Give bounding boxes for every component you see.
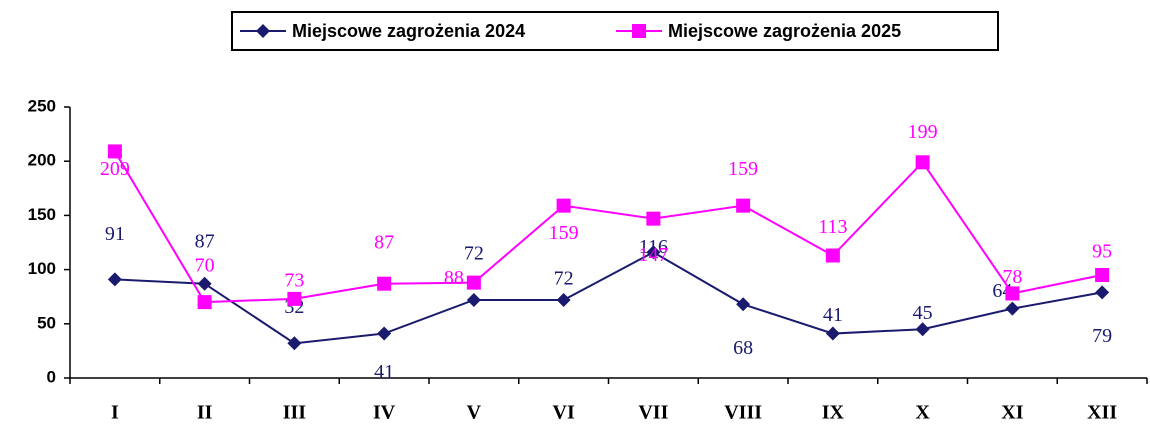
marker	[466, 275, 481, 290]
marker	[197, 276, 212, 291]
data-label: 199	[908, 121, 938, 143]
data-label: 87	[195, 230, 215, 252]
data-label: 45	[913, 302, 933, 324]
x-tick-label: IX	[822, 402, 845, 424]
x-tick-label: XII	[1087, 402, 1117, 424]
x-tick-label: IV	[373, 402, 396, 424]
legend-label: Miejscowe zagrożenia 2024	[292, 21, 525, 41]
marker	[377, 276, 392, 291]
data-label: 159	[549, 222, 579, 244]
marker	[915, 322, 930, 337]
marker	[287, 291, 302, 306]
y-tick-label: 250	[28, 96, 56, 115]
marker	[466, 292, 481, 307]
data-label: 41	[374, 361, 394, 383]
legend-box	[231, 11, 999, 51]
data-label: 41	[823, 304, 843, 326]
y-tick-label: 50	[37, 313, 56, 332]
x-tick-label: XI	[1001, 402, 1023, 424]
data-label: 73	[284, 269, 304, 291]
data-label: 147	[638, 244, 668, 266]
x-tick-label: II	[197, 402, 213, 424]
series-line	[114, 150, 1103, 304]
marker	[107, 144, 122, 159]
marker	[1095, 285, 1110, 300]
marker	[1005, 301, 1020, 316]
data-label: 95	[1092, 241, 1112, 263]
marker	[825, 326, 840, 341]
x-tick-label: VII	[638, 402, 668, 424]
data-label: 87	[374, 231, 394, 253]
x-tick-label: VIII	[724, 402, 762, 424]
y-tick-label: 200	[28, 151, 56, 170]
data-label: 113	[818, 216, 847, 238]
x-tick-label: I	[111, 402, 119, 424]
marker	[107, 272, 122, 287]
data-label: 68	[733, 337, 753, 359]
x-tick-label: VI	[553, 402, 575, 424]
marker	[556, 292, 571, 307]
marker	[287, 336, 302, 351]
x-tick-label: V	[467, 402, 482, 424]
marker	[556, 198, 571, 213]
marker	[646, 245, 661, 260]
data-label: 116	[639, 236, 668, 258]
x-tick-label: X	[915, 402, 930, 424]
x-tick-label: III	[283, 402, 307, 424]
data-label: 88	[444, 267, 464, 289]
y-tick-label: 0	[47, 367, 56, 386]
data-label: 209	[100, 158, 130, 180]
marker	[646, 211, 661, 226]
marker	[825, 248, 840, 263]
marker	[736, 198, 751, 213]
marker	[736, 297, 751, 312]
marker	[197, 295, 212, 310]
y-tick-label: 150	[28, 205, 56, 224]
data-label: 72	[554, 268, 574, 290]
data-label: 78	[1002, 266, 1022, 288]
y-tick-label: 100	[28, 259, 56, 278]
data-label: 72	[464, 243, 484, 265]
data-label: 159	[728, 158, 758, 180]
marker	[1005, 286, 1020, 301]
data-label: 79	[1092, 325, 1112, 347]
data-label: 70	[195, 255, 215, 277]
marker	[256, 24, 270, 38]
data-label: 91	[105, 223, 125, 245]
marker	[632, 24, 646, 38]
legend-label: Miejscowe zagrożenia 2025	[668, 21, 901, 41]
series-line	[114, 251, 1103, 345]
marker	[915, 155, 930, 170]
marker	[1095, 268, 1110, 283]
marker	[377, 326, 392, 341]
